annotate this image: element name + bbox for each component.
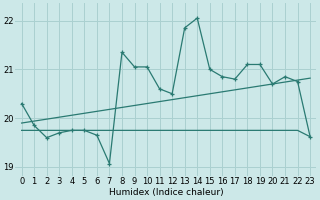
X-axis label: Humidex (Indice chaleur): Humidex (Indice chaleur) [108, 188, 223, 197]
